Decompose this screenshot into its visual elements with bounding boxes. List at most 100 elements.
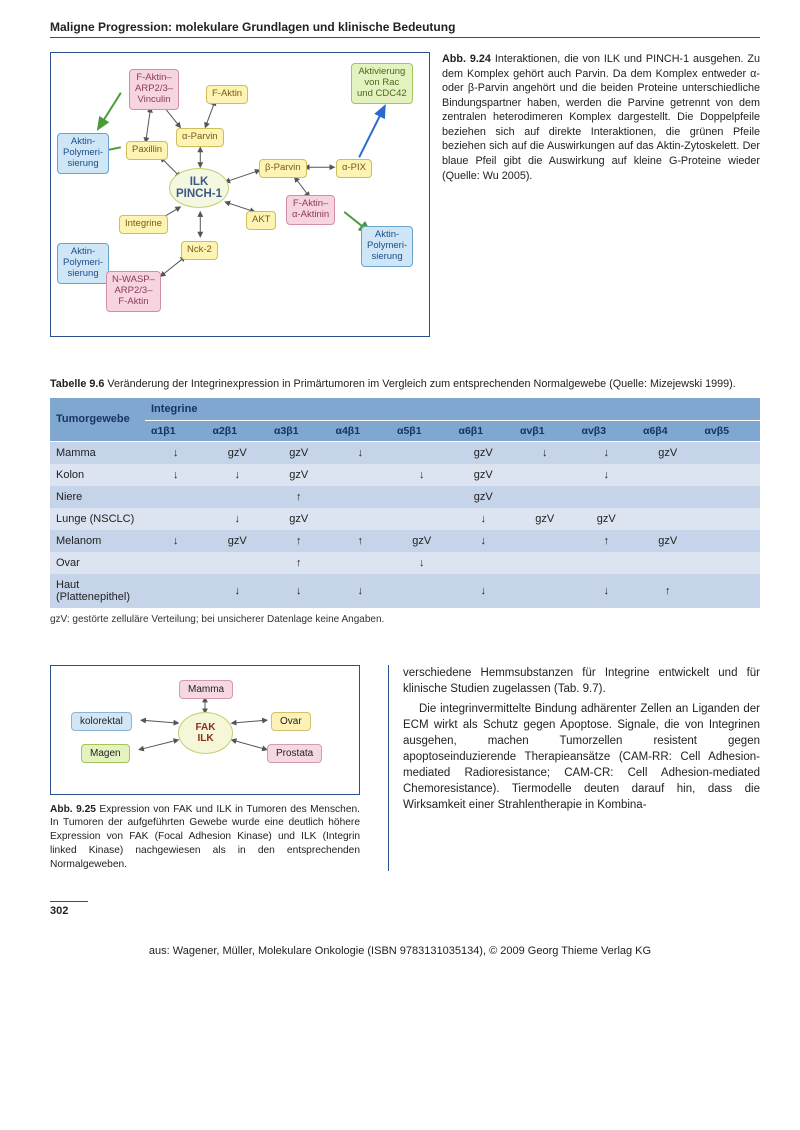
- cell: [207, 486, 269, 508]
- cell-tissue: Kolon: [50, 464, 145, 486]
- cell: [145, 508, 207, 530]
- cell: [514, 530, 576, 552]
- cell: ↓: [453, 574, 515, 608]
- figure-925-diagram: Mamma kolorektal Magen Ovar Prostata FAK…: [50, 665, 360, 795]
- cell: [699, 530, 761, 552]
- cell-tissue: Mamma: [50, 441, 145, 464]
- cell: ↓: [576, 441, 638, 464]
- cell: gzV: [207, 441, 269, 464]
- cell: ↓: [145, 441, 207, 464]
- body-p2: Die integrinvermittelte Bindung adhärent…: [403, 701, 760, 814]
- cell: [391, 486, 453, 508]
- node925-prostata: Prostata: [267, 744, 322, 763]
- node925-center: FAK ILK: [178, 712, 233, 754]
- cell: [637, 486, 699, 508]
- body-p1: verschiedene Hemmsubstanzen für Integrin…: [403, 665, 760, 697]
- cell-tissue: Haut (Plattenepithel): [50, 574, 145, 608]
- cell: ↓: [207, 464, 269, 486]
- node-nwasp: N-WASP–ARP2/3–F-Aktin: [106, 271, 161, 312]
- cell: [699, 574, 761, 608]
- cell: ↑: [268, 486, 330, 508]
- cell: [637, 508, 699, 530]
- cell: ↑: [330, 530, 392, 552]
- cell: ↓: [453, 508, 515, 530]
- cell: gzV: [268, 441, 330, 464]
- cell: ↓: [514, 441, 576, 464]
- cell: ↓: [576, 574, 638, 608]
- node925-ilk: ILK: [197, 733, 213, 744]
- th-col-0: α1β1: [145, 420, 207, 441]
- node-akt: AKT: [246, 211, 276, 230]
- th-col-9: αvβ5: [699, 420, 761, 441]
- cell-tissue: Lunge (NSCLC): [50, 508, 145, 530]
- cell: [391, 508, 453, 530]
- cell: ↓: [207, 574, 269, 608]
- node-aktin-poly-2: Aktin-Polymeri-sierung: [57, 243, 109, 284]
- cell: [391, 574, 453, 608]
- cell: ↑: [637, 574, 699, 608]
- figure-924-caption: Abb. 9.24 Interaktionen, die von ILK und…: [442, 52, 760, 337]
- cell: ↑: [268, 552, 330, 574]
- cell: ↓: [268, 574, 330, 608]
- node-alpha-parvin: α-Parvin: [176, 128, 224, 147]
- cell: [145, 574, 207, 608]
- table-row: Ovar↑↓: [50, 552, 760, 574]
- cell: [514, 552, 576, 574]
- th-col-3: α4β1: [330, 420, 392, 441]
- cell: ↑: [576, 530, 638, 552]
- cell: gzV: [453, 441, 515, 464]
- node-center-pinch: PINCH-1: [176, 188, 222, 200]
- cell: gzV: [637, 530, 699, 552]
- figure-924-diagram: Aktin-Polymeri-sierung Aktin-Polymeri-si…: [50, 52, 430, 337]
- cell: gzV: [576, 508, 638, 530]
- cell: [699, 486, 761, 508]
- table-row: Mamma↓gzVgzV↓gzV↓↓gzV: [50, 441, 760, 464]
- footer-source: aus: Wagener, Müller, Molekulare Onkolog…: [0, 945, 800, 957]
- node-beta-parvin: β-Parvin: [259, 159, 307, 178]
- th-col-8: α6β4: [637, 420, 699, 441]
- cell: [699, 508, 761, 530]
- table-row: Lunge (NSCLC)↓gzV↓gzVgzV: [50, 508, 760, 530]
- figure-925-lead: Abb. 9.25: [50, 804, 96, 815]
- th-col-1: α2β1: [207, 420, 269, 441]
- cell: [453, 552, 515, 574]
- node925-fak: FAK: [196, 722, 216, 733]
- cell: gzV: [637, 441, 699, 464]
- node-nck2: Nck-2: [181, 241, 218, 260]
- table-row: Kolon↓↓gzV↓gzV↓: [50, 464, 760, 486]
- cell: [699, 464, 761, 486]
- body-text-column: verschiedene Hemmsubstanzen für Integrin…: [388, 665, 760, 872]
- cell: [330, 552, 392, 574]
- th-col-6: αvβ1: [514, 420, 576, 441]
- cell: gzV: [207, 530, 269, 552]
- cell-tissue: Niere: [50, 486, 145, 508]
- table-row: Melanom↓gzV↑↑gzV↓↑gzV: [50, 530, 760, 552]
- table-96: Tabelle 9.6 Veränderung der Integrinexpr…: [50, 377, 760, 625]
- node-center-ilk-pinch: ILK PINCH-1: [169, 168, 229, 208]
- cell: [145, 486, 207, 508]
- page-number: 302: [50, 901, 88, 917]
- cell: [514, 574, 576, 608]
- table-96-title: Tabelle 9.6 Veränderung der Integrinexpr…: [50, 377, 760, 392]
- cell: [699, 552, 761, 574]
- node925-mamma: Mamma: [179, 680, 233, 699]
- node-center-ilk: ILK: [190, 176, 209, 188]
- table-row: Niere ↑ gzV: [50, 486, 760, 508]
- cell: ↓: [391, 464, 453, 486]
- cell: gzV: [453, 486, 515, 508]
- cell-tissue: Ovar: [50, 552, 145, 574]
- node-paxillin: Paxillin: [126, 141, 168, 160]
- node-faktin: F-Aktin: [206, 85, 248, 104]
- figure-924: Aktin-Polymeri-sierung Aktin-Polymeri-si…: [50, 52, 760, 337]
- cell: [699, 441, 761, 464]
- th-col-5: α6β1: [453, 420, 515, 441]
- cell: [514, 464, 576, 486]
- node-faktin-aktinin: F-Aktin–α-Aktinin: [286, 195, 335, 225]
- table-96-title-text: Veränderung der Integrinexpression in Pr…: [107, 378, 735, 390]
- cell: ↓: [145, 530, 207, 552]
- cell: ↓: [576, 464, 638, 486]
- cell: gzV: [514, 508, 576, 530]
- figure-925-caption: Abb. 9.25 Expression von FAK und ILK in …: [50, 803, 360, 872]
- cell: gzV: [391, 530, 453, 552]
- node-alpha-pix: α-PIX: [336, 159, 372, 178]
